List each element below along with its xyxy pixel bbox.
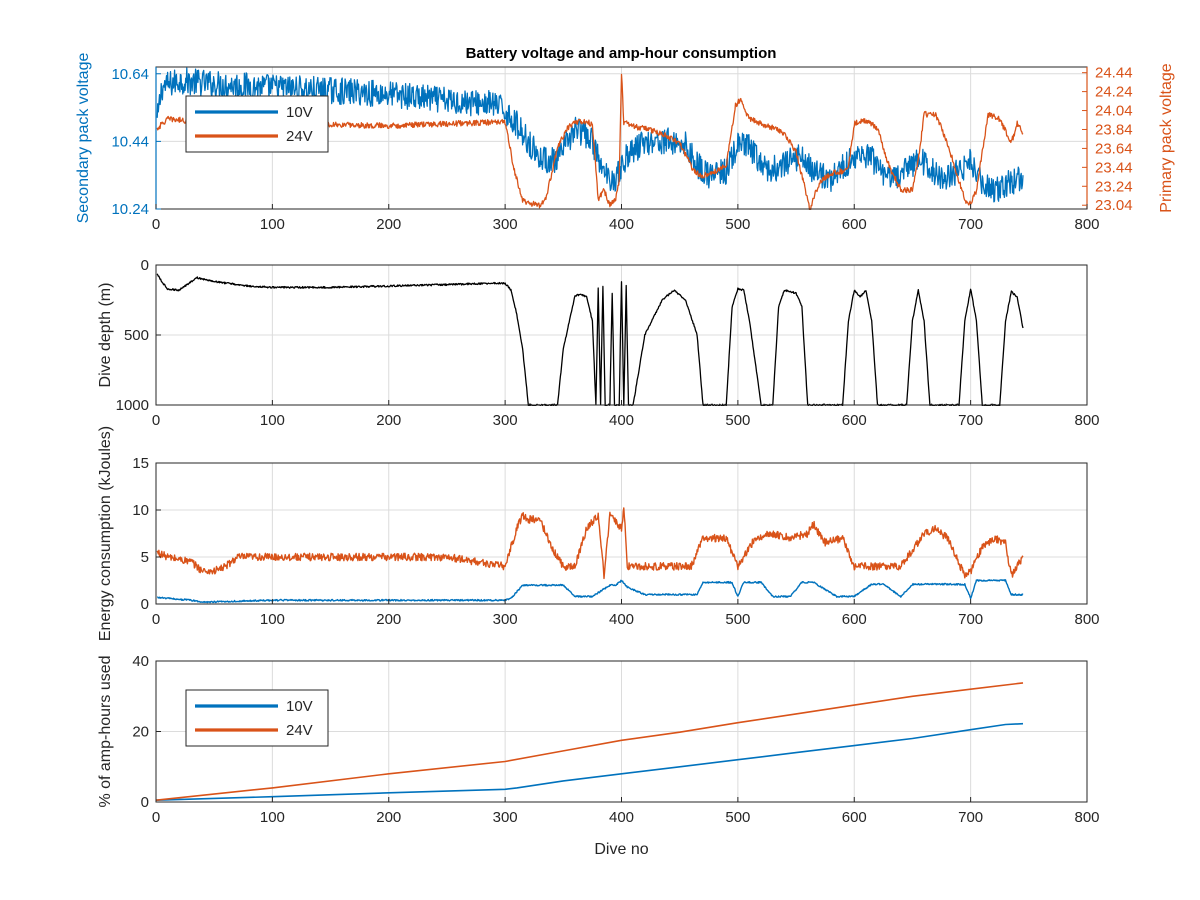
- y2-tick-label: 23.84: [1095, 121, 1133, 138]
- legend-label-10v: 10V: [286, 698, 313, 715]
- x-tick-label: 700: [958, 809, 983, 826]
- x-tick-label: 500: [725, 412, 750, 429]
- y-tick-label: 0: [141, 794, 149, 811]
- y2-axis-label: Primary pack voltage: [1158, 63, 1175, 212]
- y2-tick-label: 24.04: [1095, 103, 1133, 120]
- amp-hours-panel: 0 100 200 300 400 500 600 700 800 0 20 40 % of amp-h…: [97, 653, 1100, 858]
- x-tick-label: 100: [260, 809, 285, 826]
- y-axis-label: % of amp-hours used: [97, 655, 114, 807]
- legend-box: [185, 95, 329, 153]
- x-tick-label: 700: [958, 611, 983, 628]
- x-tick-label: 400: [609, 216, 634, 233]
- legend-label-24v: 24V: [286, 128, 313, 145]
- series-line-10v: [156, 722, 1024, 801]
- y-tick-label: 0: [141, 596, 149, 613]
- x-tick-label: 600: [842, 412, 867, 429]
- y2-tick-label: 23.04: [1095, 197, 1133, 214]
- x-tick-label: 800: [1074, 611, 1099, 628]
- y2-tick-label: 23.44: [1095, 159, 1133, 176]
- legend-label-10v: 10V: [286, 104, 313, 121]
- x-tick-label: 700: [958, 412, 983, 429]
- legend-box: [185, 689, 329, 747]
- y-axis-label: Energy consumption (kJoules): [97, 426, 114, 641]
- y-tick-label: 5: [141, 549, 149, 566]
- x-tick-label: 100: [260, 216, 285, 233]
- x-tick-label: 300: [493, 412, 518, 429]
- x-tick-label: 500: [725, 809, 750, 826]
- x-tick-label: 200: [376, 809, 401, 826]
- x-tick-label: 0: [152, 412, 160, 429]
- x-tick-label: 200: [376, 412, 401, 429]
- x-tick-label: 300: [493, 611, 518, 628]
- x-tick-label: 400: [609, 809, 634, 826]
- legend-label-24v: 24V: [286, 722, 313, 739]
- y-tick-label: 500: [124, 327, 149, 344]
- x-tick-label: 600: [842, 809, 867, 826]
- x-tick-label: 0: [152, 809, 160, 826]
- x-tick-label: 500: [725, 611, 750, 628]
- y-tick-label: 40: [132, 653, 149, 670]
- y-tick-label: 10: [132, 502, 149, 519]
- series-line-10v: [156, 67, 1024, 203]
- x-tick-label: 800: [1074, 809, 1099, 826]
- x-tick-label: 200: [376, 611, 401, 628]
- x-tick-label: 0: [152, 216, 160, 233]
- x-tick-label: 100: [260, 412, 285, 429]
- y-axis-label: Dive depth (m): [97, 283, 114, 388]
- series-line-10v: [157, 579, 1024, 604]
- series-line-24v: [156, 682, 1024, 801]
- x-tick-label: 600: [842, 216, 867, 233]
- figure-title: Battery voltage and amp-hour consumption: [466, 45, 777, 62]
- y-tick-label: 20: [132, 724, 149, 741]
- x-tick-label: 300: [493, 216, 518, 233]
- x-tick-label: 700: [958, 216, 983, 233]
- x-tick-label: 300: [493, 809, 518, 826]
- x-tick-label: 800: [1074, 412, 1099, 429]
- x-tick-label: 100: [260, 611, 285, 628]
- y-tick-label: 10.44: [111, 133, 149, 150]
- y-tick-label: 10.64: [111, 66, 149, 83]
- x-tick-label: 200: [376, 216, 401, 233]
- y2-tick-label: 24.24: [1095, 84, 1133, 101]
- x-tick-label: 400: [609, 611, 634, 628]
- y2-tick-label: 23.64: [1095, 140, 1133, 157]
- y-axis-label: Secondary pack voltage: [75, 53, 92, 224]
- x-tick-label: 0: [152, 611, 160, 628]
- y2-tick-label: 23.24: [1095, 178, 1133, 195]
- y2-tick-label: 24.44: [1095, 65, 1133, 82]
- x-tick-label: 800: [1074, 216, 1099, 233]
- y-tick-label: 10.24: [111, 201, 149, 218]
- x-tick-label: 500: [725, 216, 750, 233]
- energy-panel: 0 100 200 300 400 500 600 700 800 0 5 10 15 Energy co…: [97, 426, 1100, 641]
- x-tick-label: 600: [842, 611, 867, 628]
- voltage-panel: 0 100 200 300 400 500 600 700 800 10.24 10.44 10.64…: [75, 53, 1175, 233]
- y-tick-label: 15: [132, 455, 149, 472]
- x-tick-label: 400: [609, 412, 634, 429]
- y-tick-label: 0: [141, 257, 149, 274]
- x-axis-label: Dive no: [594, 841, 648, 858]
- y-tick-label: 1000: [116, 397, 149, 414]
- series-line-24v: [156, 507, 1024, 580]
